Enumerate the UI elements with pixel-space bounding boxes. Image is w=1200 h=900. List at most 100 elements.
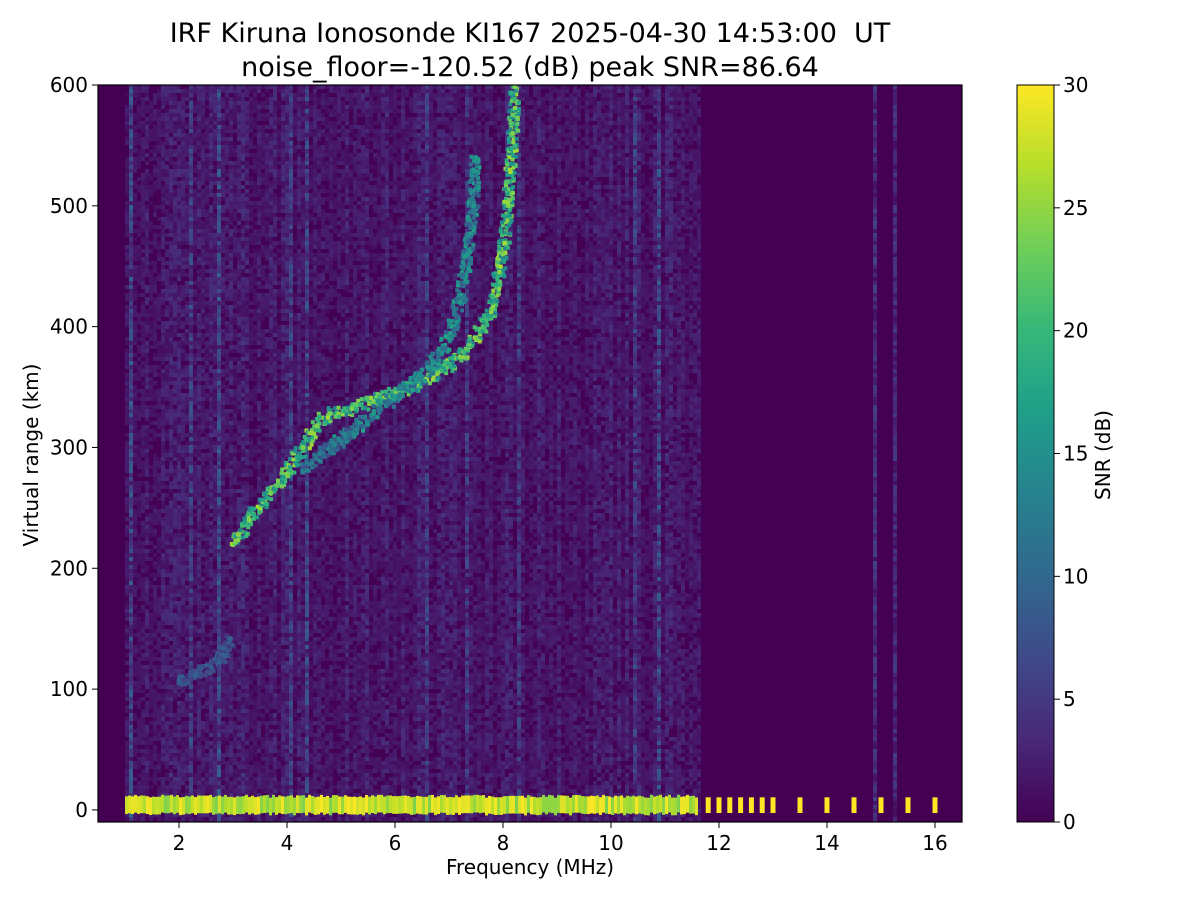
x-tick-label: 8 bbox=[497, 831, 510, 855]
ground-echo-cell bbox=[191, 796, 194, 814]
ground-echo-cell bbox=[197, 796, 200, 814]
ground-echo-cell bbox=[410, 797, 413, 815]
ground-echo-mark bbox=[738, 797, 743, 813]
ground-echo-cell bbox=[374, 796, 377, 814]
ground-echo-cell bbox=[323, 797, 326, 815]
ground-echo-cell bbox=[548, 795, 551, 813]
ground-echo-mark bbox=[933, 797, 938, 813]
ground-echo-cell bbox=[365, 795, 368, 813]
trace-point bbox=[447, 336, 452, 341]
ground-echo-cell bbox=[668, 795, 671, 813]
ground-echo-cell bbox=[224, 795, 227, 813]
ground-echo-cell bbox=[539, 797, 542, 815]
ground-echo-cell bbox=[482, 795, 485, 813]
ground-echo-cell bbox=[683, 796, 686, 814]
ground-echo-cell bbox=[266, 795, 269, 813]
x-tick-label: 16 bbox=[922, 831, 947, 855]
ground-echo-cell bbox=[170, 795, 173, 813]
colorbar-tick-label: 5 bbox=[1063, 687, 1076, 711]
ground-echo-cell bbox=[578, 795, 581, 813]
trace-point bbox=[393, 394, 398, 399]
ground-echo-cell bbox=[518, 796, 521, 814]
ground-echo-cell bbox=[182, 797, 185, 815]
trace-point bbox=[268, 491, 273, 496]
ground-echo-cell bbox=[485, 798, 488, 816]
ground-echo-cell bbox=[149, 797, 152, 815]
ground-echo-cell bbox=[185, 796, 188, 814]
x-tick-label: 12 bbox=[706, 831, 731, 855]
ground-echo-cell bbox=[380, 795, 383, 813]
ground-echo-cell bbox=[653, 797, 656, 815]
trace-point bbox=[474, 155, 479, 160]
ground-echo-cell bbox=[587, 796, 590, 814]
ground-echo-cell bbox=[173, 797, 176, 815]
ground-echo-cell bbox=[494, 797, 497, 815]
trace-point bbox=[317, 451, 322, 456]
ground-echo-cell bbox=[179, 797, 182, 815]
chart-title: IRF Kiruna Ionosonde KI167 2025-04-30 14… bbox=[98, 18, 962, 50]
ground-echo-cell bbox=[344, 795, 347, 813]
ground-echo-cell bbox=[644, 798, 647, 816]
ground-echo-cell bbox=[521, 796, 524, 814]
ground-echo-cell bbox=[335, 795, 338, 813]
ground-echo-cell bbox=[632, 796, 635, 814]
ground-echo-cell bbox=[599, 797, 602, 815]
ground-echo-cell bbox=[452, 797, 455, 815]
ground-echo-cell bbox=[479, 796, 482, 814]
ground-echo-cell bbox=[626, 796, 629, 814]
trace-point bbox=[471, 203, 476, 208]
ground-echo-cell bbox=[275, 797, 278, 815]
ground-echo-cell bbox=[680, 797, 683, 815]
ground-echo-cell bbox=[443, 795, 446, 813]
ground-echo-cell bbox=[686, 795, 689, 813]
ground-echo-cell bbox=[146, 796, 149, 814]
ground-echo-cell bbox=[614, 796, 617, 814]
ground-echo-cell bbox=[281, 796, 284, 814]
x-tick-label: 4 bbox=[281, 831, 294, 855]
ground-echo-cell bbox=[572, 795, 575, 813]
ground-echo-cell bbox=[278, 795, 281, 813]
trace-point bbox=[228, 636, 233, 641]
trace-point bbox=[177, 678, 182, 683]
ground-echo-cell bbox=[497, 797, 500, 815]
ground-echo-cell bbox=[647, 798, 650, 816]
ground-echo-cell bbox=[422, 797, 425, 815]
ground-echo-cell bbox=[284, 797, 287, 815]
ground-echo-cell bbox=[125, 796, 128, 814]
ground-echo-cell bbox=[386, 796, 389, 814]
ground-echo-cell bbox=[269, 798, 272, 816]
ground-echo-cell bbox=[329, 798, 332, 816]
ground-echo-cell bbox=[437, 796, 440, 814]
ground-echo-cell bbox=[590, 796, 593, 814]
ground-echo-cell bbox=[671, 798, 674, 816]
ground-echo-cell bbox=[413, 797, 416, 815]
ground-echo-cell bbox=[236, 796, 239, 814]
ground-echo-cell bbox=[317, 797, 320, 815]
ground-echo-cell bbox=[311, 796, 314, 814]
chart-subtitle: noise_floor=-120.52 (dB) peak SNR=86.64 bbox=[98, 52, 962, 84]
ground-echo-cell bbox=[362, 798, 365, 816]
ground-echo-cell bbox=[290, 795, 293, 813]
trace-point bbox=[314, 423, 319, 428]
ground-echo-cell bbox=[617, 796, 620, 814]
ground-echo-cell bbox=[446, 797, 449, 815]
colorbar-tick-label: 30 bbox=[1063, 73, 1088, 97]
ground-echo-mark bbox=[906, 797, 911, 813]
ground-echo-cell bbox=[428, 795, 431, 813]
ground-echo-cell bbox=[392, 796, 395, 814]
ground-echo-cell bbox=[524, 798, 527, 816]
trace-point bbox=[371, 411, 376, 416]
trace-point bbox=[222, 653, 227, 658]
ground-echo-cell bbox=[158, 797, 161, 815]
ground-echo-mark bbox=[749, 797, 754, 813]
ground-echo-cell bbox=[167, 796, 170, 814]
trace-point bbox=[501, 252, 506, 257]
ground-echo-cell bbox=[545, 797, 548, 815]
ground-echo-cell bbox=[542, 795, 545, 813]
y-tick-label: 300 bbox=[50, 435, 88, 459]
trace-point bbox=[193, 672, 198, 677]
ground-echo-cell bbox=[416, 796, 419, 814]
